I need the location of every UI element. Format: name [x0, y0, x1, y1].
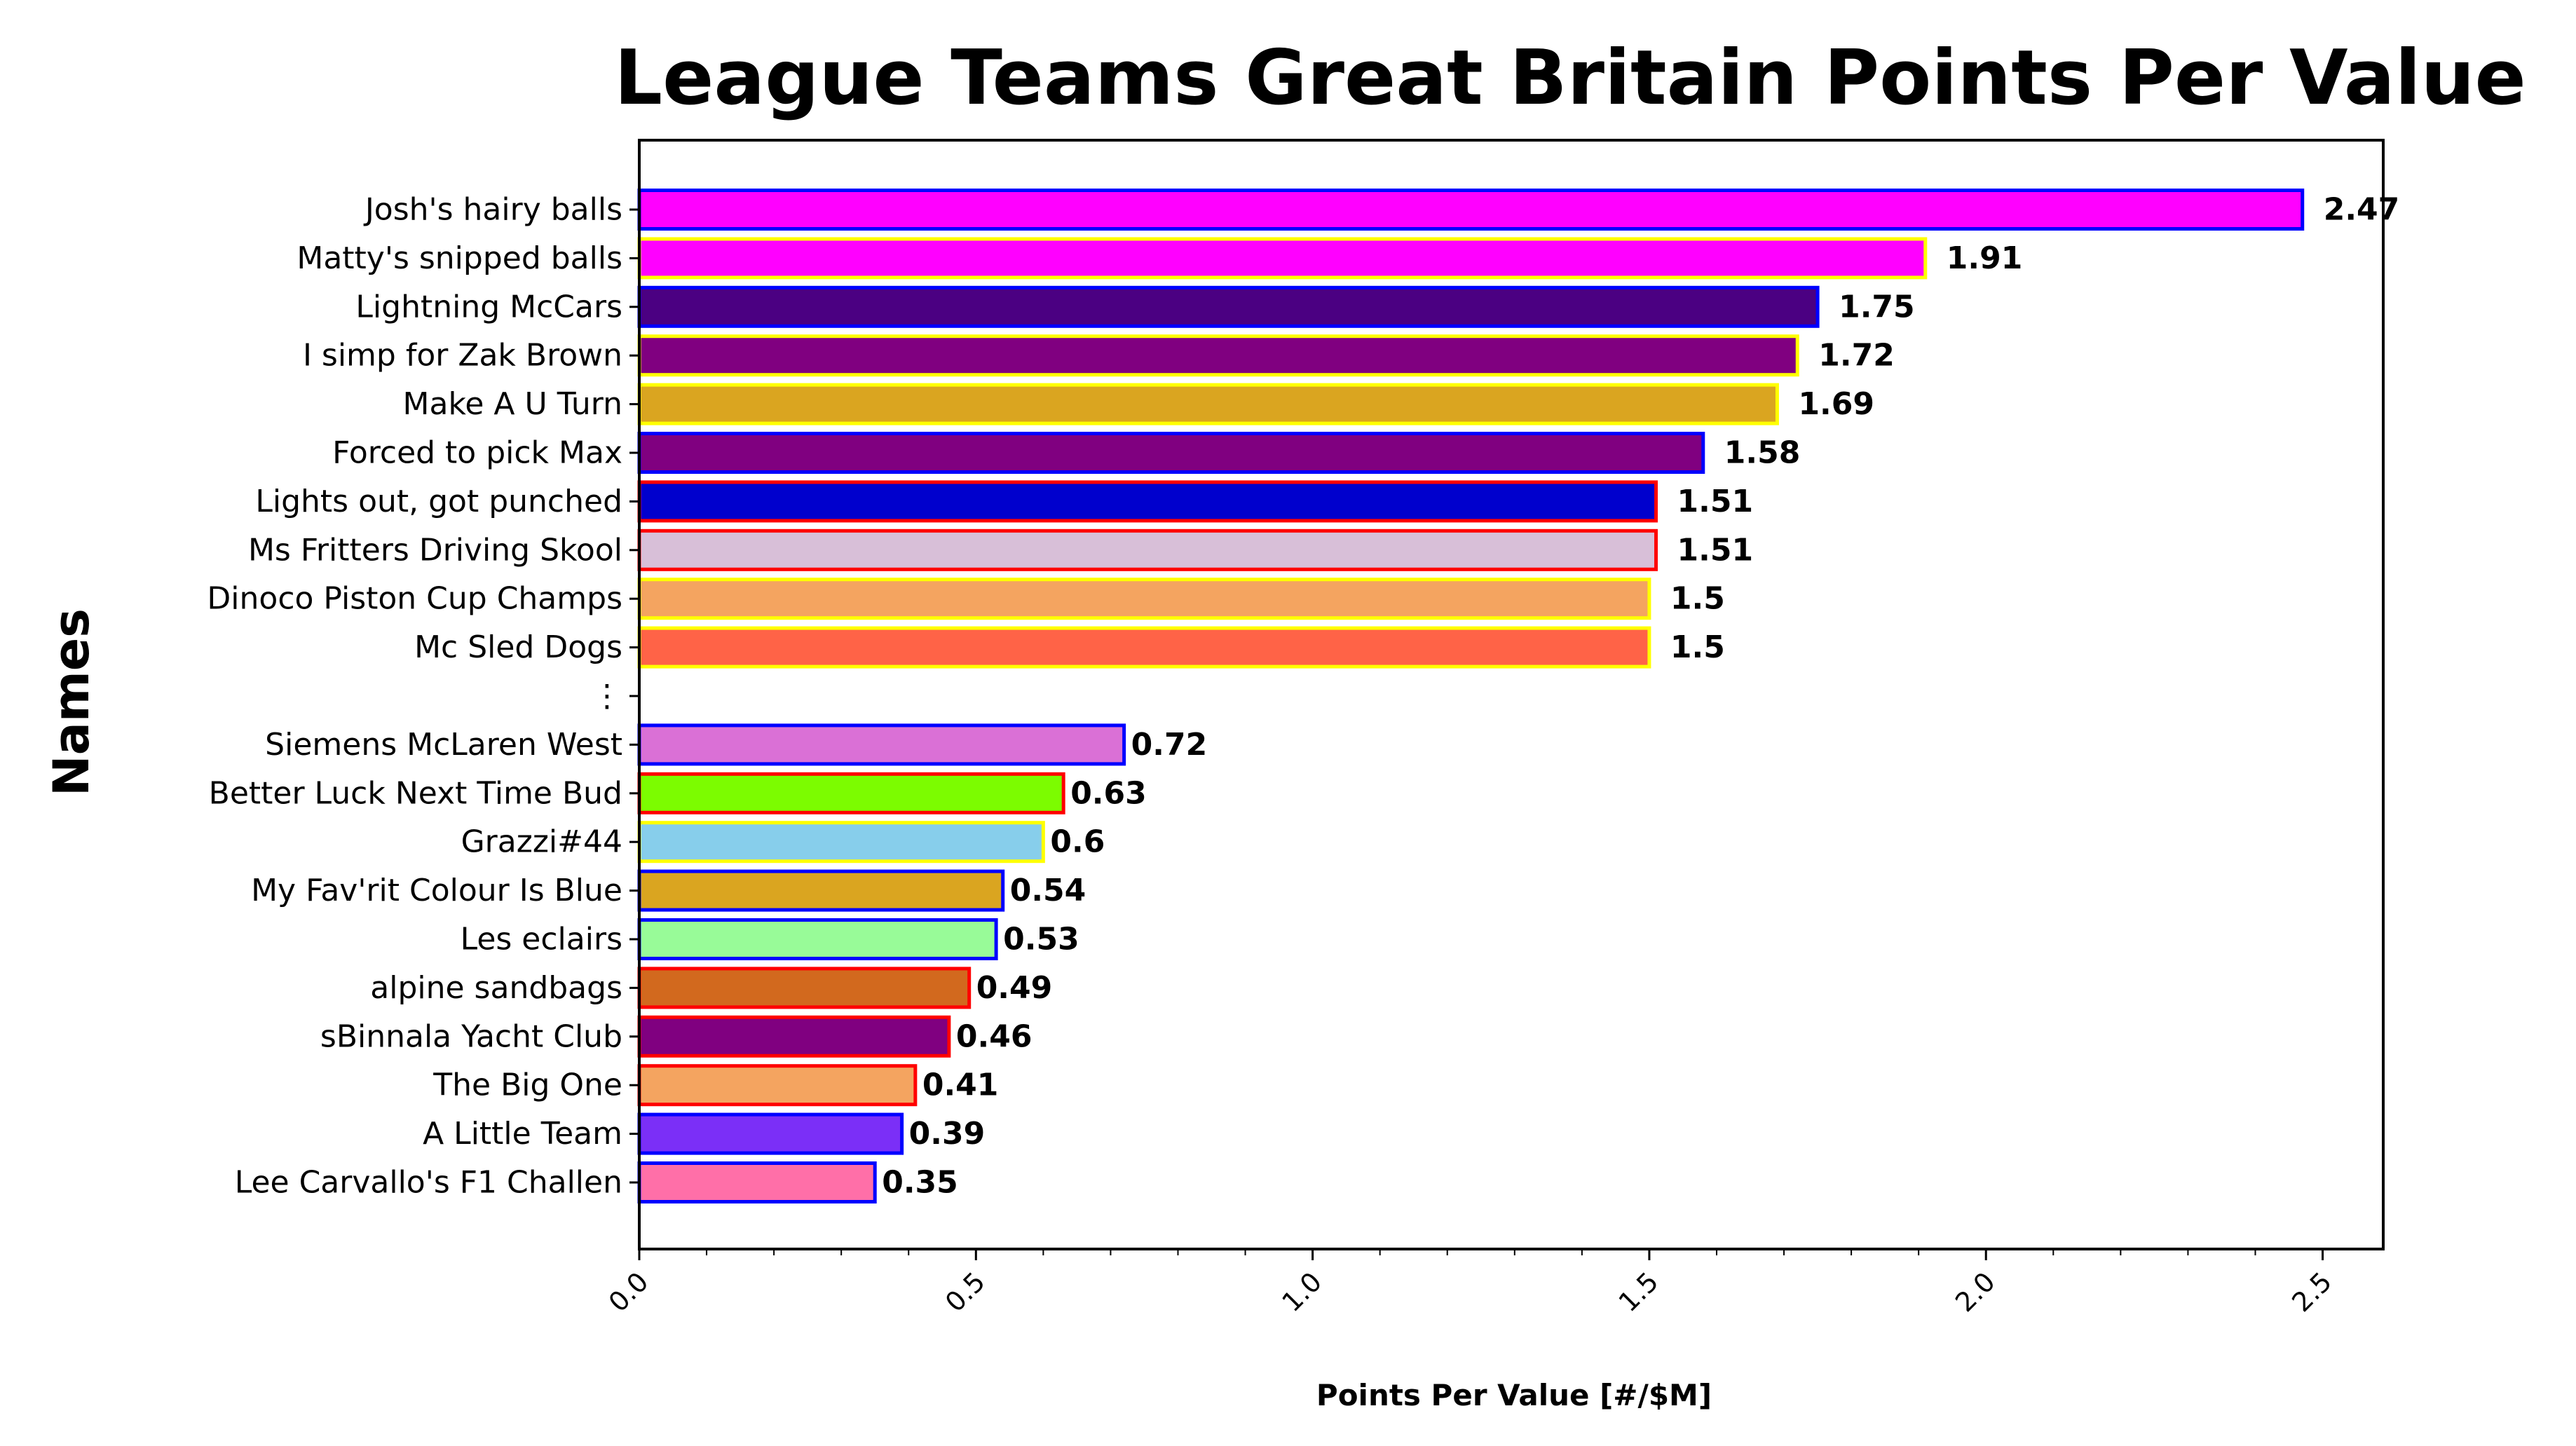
bar	[637, 1161, 877, 1203]
y-tick-label: Siemens McLaren West	[265, 727, 622, 763]
y-tick-label: Les eclairs	[461, 922, 622, 957]
bar	[637, 334, 1799, 377]
x-tick-label: 1.0	[1276, 1266, 1328, 1318]
x-tick-label: 2.5	[2286, 1266, 2338, 1318]
bar	[637, 480, 1658, 523]
bar-value-label: 1.5	[1670, 629, 1725, 665]
bar	[637, 528, 1658, 571]
bar-value-label: 0.46	[956, 1018, 1033, 1054]
y-axis-label: Names	[43, 608, 100, 796]
bar-value-label: 0.63	[1070, 775, 1147, 811]
bar-value-label: 1.75	[1839, 289, 1915, 325]
y-tick-label: I simp for Zak Brown	[303, 338, 622, 374]
bar-value-label: 0.53	[1003, 922, 1079, 957]
y-axis-ticks: Josh's hairy balls Matty's snipped balls L…	[207, 192, 639, 1201]
bar	[637, 967, 972, 1009]
bar-value-label: 1.69	[1798, 386, 1874, 422]
bar-value-label: 0.35	[882, 1165, 958, 1201]
bar-value-label: 0.39	[909, 1116, 986, 1152]
bar-value-label: 0.49	[976, 970, 1053, 1006]
bar-value-label: 1.5	[1670, 581, 1725, 617]
plot-area-frame	[638, 139, 2385, 1250]
bar	[637, 1112, 904, 1155]
bar-value-label: 1.51	[1677, 532, 1754, 568]
bar	[637, 383, 1779, 425]
x-axis-label: Points Per Value [#/$M]	[1316, 1378, 1712, 1412]
y-tick-label: Grazzi#44	[461, 824, 622, 860]
bar-value-label: 0.54	[1010, 873, 1086, 908]
y-tick-label: Mc Sled Dogs	[414, 629, 622, 665]
y-tick-label: ⋮	[592, 678, 622, 714]
value-labels-layer: 2.47 1.91 1.75 1.72 1.69 1.58 1.51 1.51 1.5 1.5 0.…	[882, 192, 2399, 1201]
bar-value-label: 0.72	[1131, 727, 1208, 763]
y-tick-label: Ms Fritters Driving Skool	[248, 532, 622, 568]
y-tick-label: Forced to pick Max	[332, 435, 622, 471]
bar-value-label: 0.41	[922, 1068, 999, 1103]
x-tick-label: 2.0	[1949, 1266, 2001, 1318]
x-tick-label: 0.5	[939, 1266, 991, 1318]
y-tick-label: sBinnala Yacht Club	[320, 1018, 622, 1054]
bar-value-label: 1.51	[1677, 484, 1754, 519]
y-tick-label: alpine sandbags	[370, 970, 622, 1006]
y-tick-label: Lee Carvallo's F1 Challen	[235, 1165, 622, 1201]
bar	[637, 1064, 918, 1107]
bar	[637, 432, 1705, 474]
y-tick-label: Make A U Turn	[403, 386, 622, 422]
bar-value-label: 1.72	[1818, 338, 1895, 374]
bar	[637, 237, 1928, 280]
y-tick-label: Lightning McCars	[355, 289, 622, 325]
bar-value-label: 1.91	[1947, 240, 2023, 276]
chart-title: League Teams Great Britain Points Per Va…	[614, 34, 2526, 122]
bar	[637, 1015, 951, 1058]
bars-layer	[637, 189, 2305, 1203]
y-tick-label: The Big One	[432, 1068, 622, 1103]
bar	[637, 189, 2305, 231]
bar-value-label: 0.6	[1050, 824, 1105, 860]
bar	[637, 821, 1045, 864]
bar	[637, 578, 1651, 620]
bar	[637, 626, 1651, 669]
bar-value-label: 2.47	[2324, 192, 2400, 228]
y-tick-label: Josh's hairy balls	[363, 192, 622, 228]
x-tick-label: 0.0	[603, 1266, 655, 1318]
bar	[637, 869, 1005, 912]
bar	[637, 918, 998, 960]
y-tick-label: Dinoco Piston Cup Champs	[207, 581, 622, 617]
x-axis-ticks: 0.0 0.5 1.0 1.5 2.0 2.5	[603, 1249, 2338, 1318]
y-tick-label: Better Luck Next Time Bud	[209, 775, 622, 811]
y-tick-label: A Little Team	[423, 1116, 622, 1152]
bar	[637, 285, 1820, 328]
y-tick-label: My Fav'rit Colour Is Blue	[251, 873, 622, 908]
y-tick-label: Lights out, got punched	[255, 484, 622, 519]
bar-value-label: 1.58	[1724, 435, 1801, 471]
x-tick-label: 1.5	[1613, 1266, 1665, 1318]
bar	[637, 772, 1065, 814]
bar	[637, 723, 1126, 766]
y-tick-label: Matty's snipped balls	[297, 240, 622, 276]
